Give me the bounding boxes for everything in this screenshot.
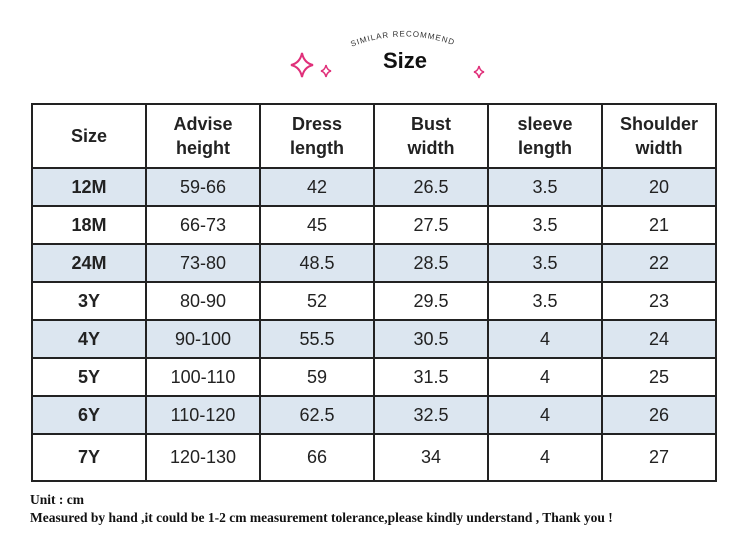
value-cell: 120-130 (145, 433, 261, 482)
value-cell: 100-110 (145, 357, 261, 397)
value-cell: 3.5 (487, 281, 603, 321)
header-line: length (518, 138, 572, 158)
value-cell: 31.5 (373, 357, 489, 397)
subtitle-text: SIMILAR RECOMMEND (349, 29, 455, 48)
header-line: length (290, 138, 344, 158)
header-row: Size Advise height Dress length Bust width slee… (31, 103, 717, 169)
value-cell: 23 (601, 281, 717, 321)
value-cell: 4 (487, 395, 603, 435)
value-cell: 4 (487, 357, 603, 397)
value-cell: 30.5 (373, 319, 489, 359)
column-header: Advise height (145, 103, 261, 169)
header-line: Advise (173, 114, 233, 134)
value-cell: 48.5 (259, 243, 375, 283)
table-row: 12M 59-66 42 26.5 3.5 20 (31, 167, 717, 207)
column-header: Bust width (373, 103, 489, 169)
table-row: 4Y 90-100 55.5 30.5 4 24 (31, 319, 717, 359)
value-cell: 24 (601, 319, 717, 359)
size-cell: 24M (31, 243, 147, 283)
value-cell: 29.5 (373, 281, 489, 321)
value-cell: 32.5 (373, 395, 489, 435)
header-line: Dress (291, 114, 343, 134)
table-body: 12M 59-66 42 26.5 3.5 20 18M 66-73 45 27.5 3.5 21 24… (31, 167, 717, 482)
value-cell: 45 (259, 205, 375, 245)
value-cell: 4 (487, 319, 603, 359)
size-cell: 7Y (31, 433, 147, 482)
value-cell: 90-100 (145, 319, 261, 359)
size-cell: 18M (31, 205, 147, 245)
size-cell: 4Y (31, 319, 147, 359)
value-cell: 27 (601, 433, 717, 482)
table-row: 7Y 120-130 66 34 4 27 (31, 433, 717, 482)
size-cell: 3Y (31, 281, 147, 321)
value-cell: 52 (259, 281, 375, 321)
value-cell: 26.5 (373, 167, 489, 207)
table-row: 18M 66-73 45 27.5 3.5 21 (31, 205, 717, 245)
notes: Unit : cm Measured by hand ,it could be 1… (30, 491, 613, 527)
value-cell: 80-90 (145, 281, 261, 321)
value-cell: 42 (259, 167, 375, 207)
value-cell: 4 (487, 433, 603, 482)
value-cell: 110-120 (145, 395, 261, 435)
note-line: Unit : cm (30, 492, 84, 507)
value-cell: 20 (601, 167, 717, 207)
title: Size (382, 48, 428, 73)
value-cell: 3.5 (487, 167, 603, 207)
size-table: Size Advise height Dress length Bust width slee… (31, 103, 717, 482)
header-line: height (176, 138, 230, 158)
header-line: Bust (411, 114, 451, 134)
sparkle (290, 52, 314, 78)
subtitle: SIMILAR RECOMMEND (349, 29, 456, 48)
sparkle (473, 65, 485, 79)
value-cell: 3.5 (487, 243, 603, 283)
value-cell: 22 (601, 243, 717, 283)
value-cell: 28.5 (373, 243, 489, 283)
header-line: Shoulder (619, 114, 698, 134)
value-cell: 59 (259, 357, 375, 397)
value-cell: 66 (259, 433, 375, 482)
column-header: Shoulder width (601, 103, 717, 169)
size-cell: 12M (31, 167, 147, 207)
column-header: sleeve length (487, 103, 603, 169)
table-row: 24M 73-80 48.5 28.5 3.5 22 (31, 243, 717, 283)
table-row: 5Y 100-110 59 31.5 4 25 (31, 357, 717, 397)
decoration: SIMILAR RECOMMEND (290, 29, 485, 79)
value-cell: 59-66 (145, 167, 261, 207)
size-cell: 5Y (31, 357, 147, 397)
header-line: Size (70, 126, 108, 146)
size-cell: 6Y (31, 395, 147, 435)
value-cell: 34 (373, 433, 489, 482)
value-cell: 3.5 (487, 205, 603, 245)
value-cell: 27.5 (373, 205, 489, 245)
header-line: width (635, 138, 683, 158)
header-line: width (407, 138, 455, 158)
column-header: Size (31, 103, 147, 169)
value-cell: 21 (601, 205, 717, 245)
table-row: 3Y 80-90 52 29.5 3.5 23 (31, 281, 717, 321)
value-cell: 62.5 (259, 395, 375, 435)
value-cell: 66-73 (145, 205, 261, 245)
table-row: 6Y 110-120 62.5 32.5 4 26 (31, 395, 717, 435)
sparkle (320, 64, 332, 78)
note-line: Measured by hand ,it could be 1-2 cm mea… (30, 510, 613, 525)
header-line: sleeve (517, 114, 573, 134)
value-cell: 55.5 (259, 319, 375, 359)
value-cell: 25 (601, 357, 717, 397)
value-cell: 26 (601, 395, 717, 435)
column-header: Dress length (259, 103, 375, 169)
value-cell: 73-80 (145, 243, 261, 283)
